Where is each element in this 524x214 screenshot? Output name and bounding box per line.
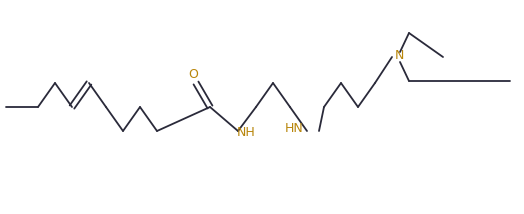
Text: NH: NH	[237, 125, 255, 138]
Text: N: N	[395, 49, 403, 61]
Text: O: O	[188, 67, 198, 80]
Text: HN: HN	[285, 122, 303, 135]
